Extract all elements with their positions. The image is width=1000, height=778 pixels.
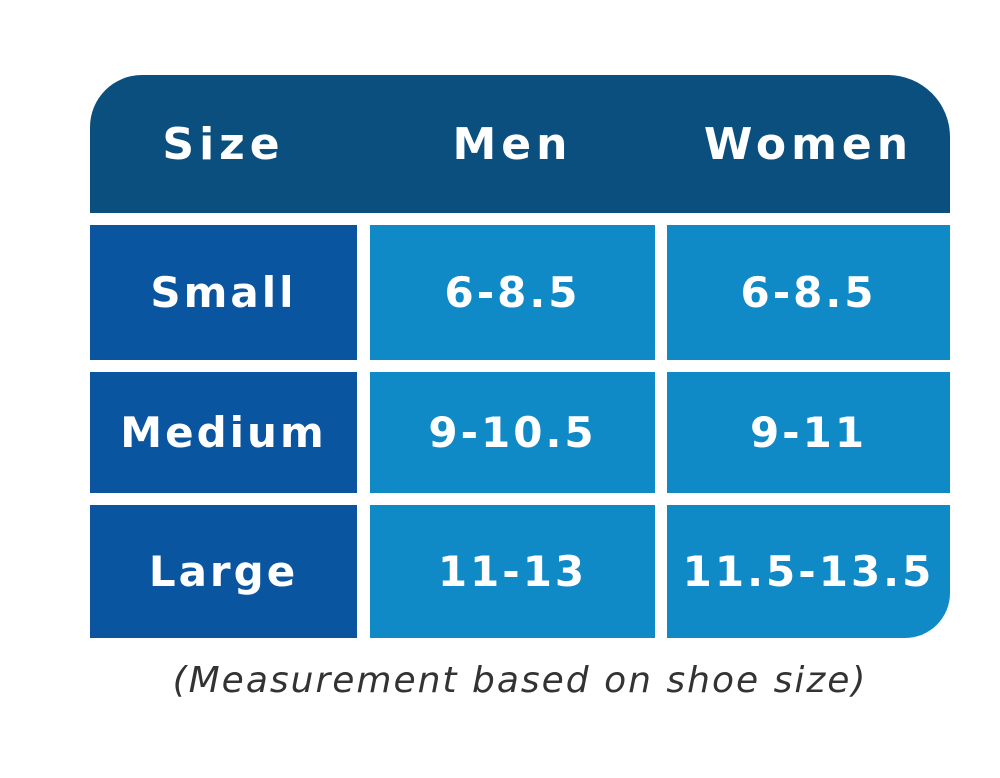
header-cell: Men xyxy=(452,118,573,170)
footnote: (Measurement based on shoe size) xyxy=(172,660,868,701)
header-cell: Women xyxy=(703,118,914,170)
row-label: Large xyxy=(90,505,357,638)
table-cell: 6-8.5 xyxy=(667,225,950,360)
table-cell: 9-10.5 xyxy=(370,372,655,493)
table-cell: 11-13 xyxy=(370,505,655,638)
row-label: Small xyxy=(90,225,357,360)
table-cell: 9-11 xyxy=(667,372,950,493)
row-label: Medium xyxy=(90,372,357,493)
header-cell: Size xyxy=(162,118,285,170)
header-band xyxy=(90,75,950,213)
table-cell: 11.5-13.5 xyxy=(667,505,950,638)
table-cell: 6-8.5 xyxy=(370,225,655,360)
